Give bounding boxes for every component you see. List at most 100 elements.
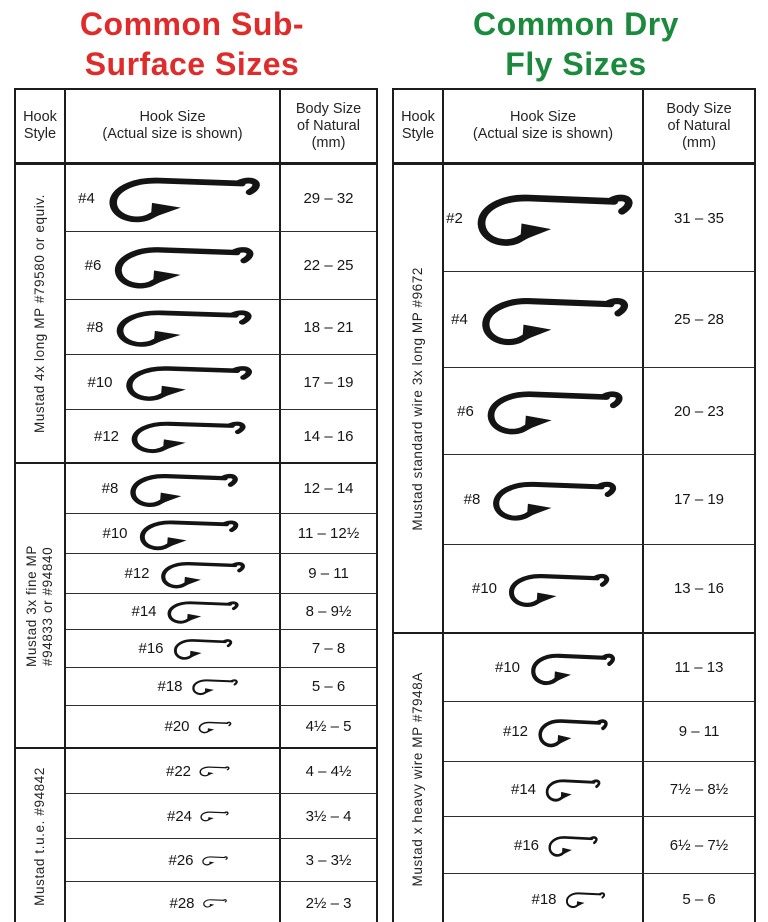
hook-and-label: #10 [102, 516, 242, 552]
hook-and-label: #8 [102, 469, 244, 509]
table-row: #16 6½ – 7½ [444, 817, 754, 874]
table-row: #2 31 – 35 [444, 165, 754, 272]
hook-size-cell: #10 [444, 545, 644, 632]
fly-hook-illustration [201, 855, 228, 865]
hook-size-cell: #16 [444, 817, 644, 873]
hook-style-cell: Mustad x heavy wire MP #7948A [394, 634, 444, 922]
hook-size-label: #16 [513, 836, 540, 854]
fly-hook-illustration [130, 473, 239, 507]
body-size-value: 9 – 11 [678, 723, 720, 740]
fly-hook-illustration [160, 561, 245, 588]
table-row: #26 3 – 3½ [66, 839, 376, 882]
body-size-value: 11 – 13 [674, 659, 724, 676]
body-size-value: 20 – 23 [673, 402, 725, 420]
hook-and-label: #22 [166, 763, 231, 780]
hook-size-label: #22 [165, 762, 192, 780]
fly-hook-illustration [477, 194, 633, 246]
hook-and-label: #6 [85, 241, 261, 291]
hook-size-label: #6 [84, 257, 102, 274]
fly-hook-illustration [117, 310, 252, 347]
hook-size-label: #12 [93, 427, 120, 445]
hook-size-label: #24 [166, 807, 193, 825]
hook-size-label: #4 [451, 311, 468, 328]
table-row: #10 13 – 16 [444, 545, 754, 632]
table-row: #14 8 – 9½ [66, 594, 376, 630]
body-size-value: 2½ – 3 [305, 894, 352, 912]
hook-style-label: Mustad t.u.e. #94842 [32, 767, 47, 906]
group-rows: #8 12 – 14 #10 11 – 12½ #12 9 – 11 #14 8 – 9½ #1… [66, 464, 376, 747]
hook-and-label: #12 [94, 417, 251, 455]
hook-size-label: #12 [124, 565, 150, 582]
fly-hook-illustration [200, 811, 229, 822]
hook-style-group: Mustad 4x long MP #79580 or equiv. #4 29 –… [16, 165, 376, 464]
hook-size-cell: #24 [66, 794, 281, 838]
hook-and-label: #18 [531, 890, 606, 909]
hook-size-label: #14 [131, 603, 157, 620]
table-row: #18 5 – 6 [66, 668, 376, 706]
body-size-value: 5 – 6 [682, 890, 716, 908]
body-size-value: 4½ – 5 [305, 718, 352, 735]
table-row: #8 12 – 14 [66, 464, 376, 514]
body-size-value: 7½ – 8½ [669, 780, 729, 798]
hook-size-cell: #4 [66, 165, 281, 231]
fly-hook-illustration [173, 639, 232, 660]
body-size-value: 7 – 8 [311, 640, 346, 657]
header-hook-size: Hook Size (Actual size is shown) [444, 90, 644, 162]
body-size-value: 11 – 12½ [297, 525, 360, 542]
hook-and-label: #6 [457, 385, 629, 437]
table-row: #6 20 – 23 [444, 368, 754, 455]
body-size-value: 31 – 35 [673, 209, 725, 227]
hook-size-cell: #14 [444, 762, 644, 816]
hook-size-label: #8 [463, 491, 481, 508]
table-row: #14 7½ – 8½ [444, 762, 754, 817]
fly-hook-illustration [487, 391, 623, 435]
body-size-value: 13 – 16 [673, 580, 725, 597]
table-row: #12 9 – 11 [66, 554, 376, 594]
header-hook-size: Hook Size (Actual size is shown) [66, 90, 281, 162]
group-rows: #2 31 – 35 #4 25 – 28 #6 20 – 23 #8 17 – 19 #10 1… [444, 165, 754, 632]
fly-hook-illustration [545, 778, 601, 802]
hook-size-cell: #8 [66, 464, 281, 513]
hook-and-label: #26 [168, 852, 228, 869]
fly-hook-illustration [115, 246, 254, 288]
hook-style-label: Mustad 3x fine MP #94833 or #94840 [24, 544, 55, 667]
body-size-value: 18 – 21 [303, 318, 354, 336]
hook-size-cell: #10 [66, 355, 281, 409]
hook-size-cell: #18 [444, 874, 644, 922]
body-size-value: 25 – 28 [673, 311, 725, 328]
body-size-value: 3 – 3½ [305, 851, 352, 869]
hook-style-label: Mustad x heavy wire MP #7948A [410, 671, 425, 887]
hook-size-cell: #20 [66, 706, 281, 747]
hook-size-label: #12 [502, 723, 529, 740]
hook-size-cell: #12 [66, 554, 281, 593]
hook-size-cell: #8 [66, 300, 281, 354]
hook-and-label: #14 [511, 776, 603, 803]
table-row: #16 7 – 8 [66, 630, 376, 668]
hook-style-cell: Mustad standard wire 3x long MP #9672 [394, 165, 444, 632]
hook-size-cell: #12 [444, 702, 644, 761]
hook-size-cell: #4 [444, 272, 644, 367]
table-row: #8 18 – 21 [66, 300, 376, 355]
body-size-value: 17 – 19 [303, 373, 354, 391]
hook-size-cell: #22 [66, 749, 281, 793]
hook-and-label: #10 [87, 361, 257, 403]
body-size-value: 22 – 25 [303, 257, 354, 274]
header-body-size: Body Size of Natural (mm) [666, 100, 732, 151]
hook-size-cell: #12 [66, 410, 281, 462]
fly-hook-illustration [131, 421, 246, 454]
fly-hook-illustration [565, 891, 605, 908]
table-row: #18 5 – 6 [444, 874, 754, 922]
hook-and-label: #12 [503, 715, 611, 749]
hook-and-label: #10 [495, 649, 619, 687]
sub-surface-hook-table: Hook Style Hook Size (Actual size is show… [14, 88, 378, 922]
fly-hook-illustration [199, 766, 230, 777]
body-size-value: 12 – 14 [303, 480, 354, 497]
table-row: #4 25 – 28 [444, 272, 754, 368]
body-size-value: 3½ – 4 [305, 807, 352, 825]
hook-size-cell: #6 [444, 368, 644, 454]
hook-and-label: #20 [164, 718, 232, 735]
body-size-value: 6½ – 7½ [669, 836, 729, 854]
table-row: #10 11 – 13 [444, 634, 754, 702]
table-row: #24 3½ – 4 [66, 794, 376, 839]
hook-and-label: #24 [167, 808, 230, 825]
